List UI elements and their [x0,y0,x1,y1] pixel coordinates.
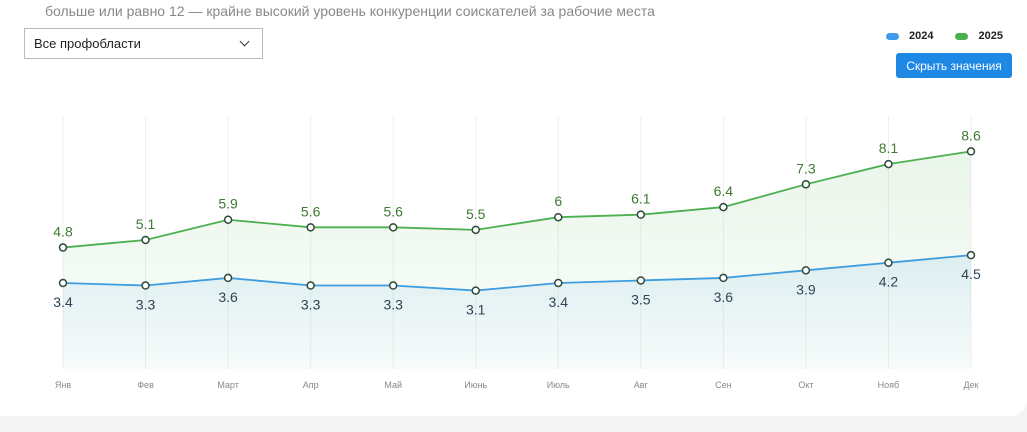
data-label-2025: 6 [554,193,562,209]
data-point-2024 [471,286,480,295]
data-point-2025 [554,212,563,222]
data-label-2024: 3.6 [714,289,734,305]
data-label-2025: 8.6 [961,127,981,143]
data-point-2025 [388,223,398,232]
data-label-2025: 5.1 [136,216,156,232]
data-point-2025 [801,180,811,189]
area-2025 [63,151,971,369]
data-point-2025 [58,243,68,252]
data-point-2024 [388,281,398,290]
legend-item-2024[interactable]: 2024 [886,30,933,42]
data-point-2025 [223,215,233,224]
data-label-2024: 3.3 [136,297,156,313]
x-tick-label: Июль [547,380,570,390]
profarea-select-value: Все профобласти [34,36,141,51]
data-label-2025: 5.6 [301,203,321,219]
data-label-2024: 3.4 [549,294,569,310]
x-tick-label: Фев [137,380,154,390]
legend-swatch-2024 [886,32,899,40]
data-point-2024 [884,258,893,267]
data-label-2024: 4.5 [961,266,981,282]
data-point-2024 [223,273,233,283]
x-tick-label: Март [217,380,239,390]
data-point-2025 [636,210,646,219]
hide-values-button[interactable]: Скрыть значения [896,53,1012,78]
x-tick-label: Июнь [464,380,487,390]
data-label-2025: 5.5 [466,206,486,222]
x-tick-label: Янв [55,380,71,390]
x-tick-label: Авг [634,380,649,390]
data-label-2025: 7.3 [796,160,816,176]
data-point-2025 [306,223,315,232]
legend-swatch-2025 [955,32,969,40]
data-label-2025: 5.9 [218,196,238,212]
data-label-2024: 3.5 [631,291,651,307]
data-point-2025 [884,159,893,169]
series-line-2025 [62,150,972,249]
data-label-2025: 6.4 [714,183,734,199]
competition-note: больше или равно 12 — крайне высокий уро… [45,3,655,19]
x-tick-label: Окт [798,380,813,390]
data-point-2024 [719,273,728,283]
data-label-2025: 4.8 [53,224,73,240]
x-tick-label: Сен [715,380,732,390]
data-point-2025 [141,235,150,245]
legend: 2024 2025 [886,30,1003,42]
legend-label-2024: 2024 [909,30,934,42]
legend-item-2025[interactable]: 2025 [955,30,1003,42]
x-tick-label: Дек [963,380,978,390]
data-label-2025: 5.6 [383,203,403,219]
data-point-2025 [966,147,976,156]
data-label-2024: 3.3 [301,297,321,313]
x-tick-label: Нояб [878,380,900,390]
data-point-2025 [471,225,480,235]
data-label-2025: 6.1 [631,191,651,207]
x-tick-label: Апр [303,380,319,390]
data-point-2024 [554,278,563,288]
data-label-2024: 3.4 [53,294,73,310]
data-point-2024 [58,278,68,288]
data-point-2024 [636,276,646,285]
x-tick-label: Май [384,380,402,390]
data-point-2024 [141,281,150,290]
data-label-2024: 3.9 [796,281,816,297]
data-label-2024: 4.2 [879,274,899,290]
profarea-select[interactable]: Все профобласти [24,28,263,59]
data-label-2025: 8.1 [879,140,899,156]
data-point-2024 [801,266,811,275]
data-label-2024: 3.3 [383,297,403,313]
data-point-2025 [719,202,728,212]
data-label-2024: 3.6 [218,289,238,305]
data-point-2024 [306,281,315,290]
data-point-2024 [966,250,976,260]
data-label-2024: 3.1 [466,302,486,318]
legend-label-2025: 2025 [978,30,1003,42]
